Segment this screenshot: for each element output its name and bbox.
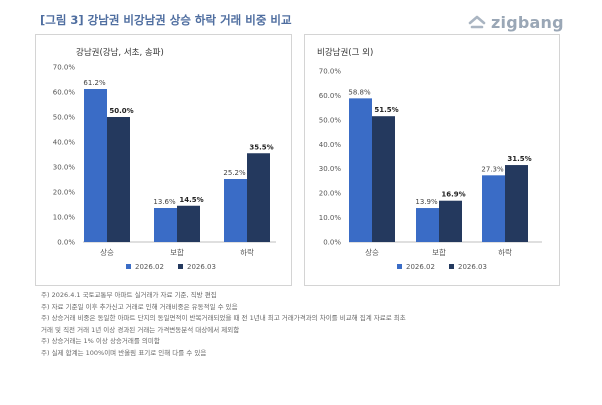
data-label: 16.9% <box>441 191 465 199</box>
bar <box>349 98 372 242</box>
legend-label: 2026.03 <box>187 263 216 271</box>
y-tick-label: 0.0% <box>323 239 341 247</box>
category-label: 보합 <box>432 248 446 257</box>
y-tick-label: 30.0% <box>53 164 76 172</box>
chart-title: 비강남권(그 외) <box>317 48 374 58</box>
bar <box>372 116 395 242</box>
data-label: 58.8% <box>348 88 371 96</box>
chart-panel-gangnam: 강남권(강남, 서초, 송파) 0.0% 10.0% 20.0% 30.0% 40.0%… <box>35 34 292 286</box>
y-tick-label: 0.0% <box>57 239 75 247</box>
bar <box>177 205 200 242</box>
legend-label: 2026.02 <box>135 263 164 271</box>
legend-label: 2026.03 <box>458 263 487 271</box>
bar <box>247 153 270 242</box>
data-label: 61.2% <box>83 79 106 87</box>
y-tick-label: 40.0% <box>319 141 342 149</box>
y-tick-label: 50.0% <box>319 116 342 124</box>
bar <box>84 89 107 242</box>
footnote: 주) 실제 합계는 100%이며 반올림 표기로 인해 다를 수 있음 <box>41 348 207 357</box>
figure-title: [그림 3] 강남권 비강남권 상승 하락 거래 비중 비교 <box>40 13 292 27</box>
data-label: 50.0% <box>109 107 133 115</box>
footnote: 주) 자료 기준일 이후 추가신고 거래로 인해 거래비중은 유동적일 수 있음 <box>41 302 238 311</box>
y-tick-label: 10.0% <box>53 214 76 222</box>
legend-swatch <box>449 264 454 269</box>
y-tick-label: 70.0% <box>319 68 342 76</box>
bar <box>224 179 247 242</box>
data-label: 51.5% <box>374 106 398 114</box>
bar <box>482 175 505 242</box>
category-label: 보합 <box>170 248 184 257</box>
category-label: 상승 <box>365 247 379 257</box>
y-tick-label: 60.0% <box>53 89 76 97</box>
zigbang-logo: zigbang <box>466 13 564 32</box>
footnote: 거래 및 직전 거래 1년 이상 경과된 거래는 가격변동분석 대상에서 제외함 <box>41 325 240 334</box>
category-label: 하락 <box>240 247 254 257</box>
data-label: 27.3% <box>481 165 504 173</box>
data-label: 14.5% <box>179 196 203 204</box>
footnote: 주) 2026.4.1 국토교통부 아파트 실거래가 자료 기준, 직방 편집 <box>41 291 217 299</box>
bar <box>107 117 130 242</box>
y-tick-label: 50.0% <box>53 114 76 122</box>
legend-label: 2026.02 <box>406 263 435 271</box>
y-tick-label: 20.0% <box>319 190 342 198</box>
bar <box>505 165 528 242</box>
y-tick-label: 70.0% <box>53 64 76 72</box>
category-label: 상승 <box>100 247 114 257</box>
data-label: 13.6% <box>153 198 176 206</box>
zigbang-logo-icon <box>468 15 486 28</box>
legend-swatch <box>397 264 402 269</box>
chart-title: 강남권(강남, 서초, 송파) <box>76 48 164 58</box>
y-tick-label: 20.0% <box>53 189 76 197</box>
footnote: 주) 상승거래는 1% 이상 상승거래를 의미함 <box>41 337 160 345</box>
brand-name: zigbang <box>491 13 564 32</box>
data-label: 13.9% <box>415 198 438 206</box>
y-tick-label: 10.0% <box>319 214 342 222</box>
y-tick-label: 60.0% <box>319 92 342 100</box>
chart-panel-non-gangnam: 비강남권(그 외) 0.0% 10.0% 20.0% 30.0% 40.0% 50.0% 6… <box>304 34 560 286</box>
chart-svg: 0.0% 10.0% 20.0% 30.0% 40.0% 50.0% 60.0% 70.0% 6… <box>53 64 276 271</box>
y-tick-label: 30.0% <box>319 165 342 173</box>
data-label: 35.5% <box>249 143 273 151</box>
bar <box>439 200 462 242</box>
category-label: 하락 <box>498 247 512 257</box>
data-label: 25.2% <box>223 169 246 177</box>
footnotes: 주) 2026.4.1 국토교통부 아파트 실거래가 자료 기준, 직방 편집 … <box>41 290 406 359</box>
chart-svg: 0.0% 10.0% 20.0% 30.0% 40.0% 50.0% 60.0% 70.0% 5… <box>319 68 542 271</box>
legend-swatch <box>178 264 183 269</box>
footnote: 주) 상승거래 비중은 동일한 아파트 단지의 동일면적이 반복거래되었을 때 … <box>41 314 406 322</box>
bar <box>416 208 439 242</box>
bar <box>154 208 177 242</box>
legend-swatch <box>126 264 131 269</box>
data-label: 31.5% <box>507 155 531 163</box>
y-tick-label: 40.0% <box>53 139 76 147</box>
